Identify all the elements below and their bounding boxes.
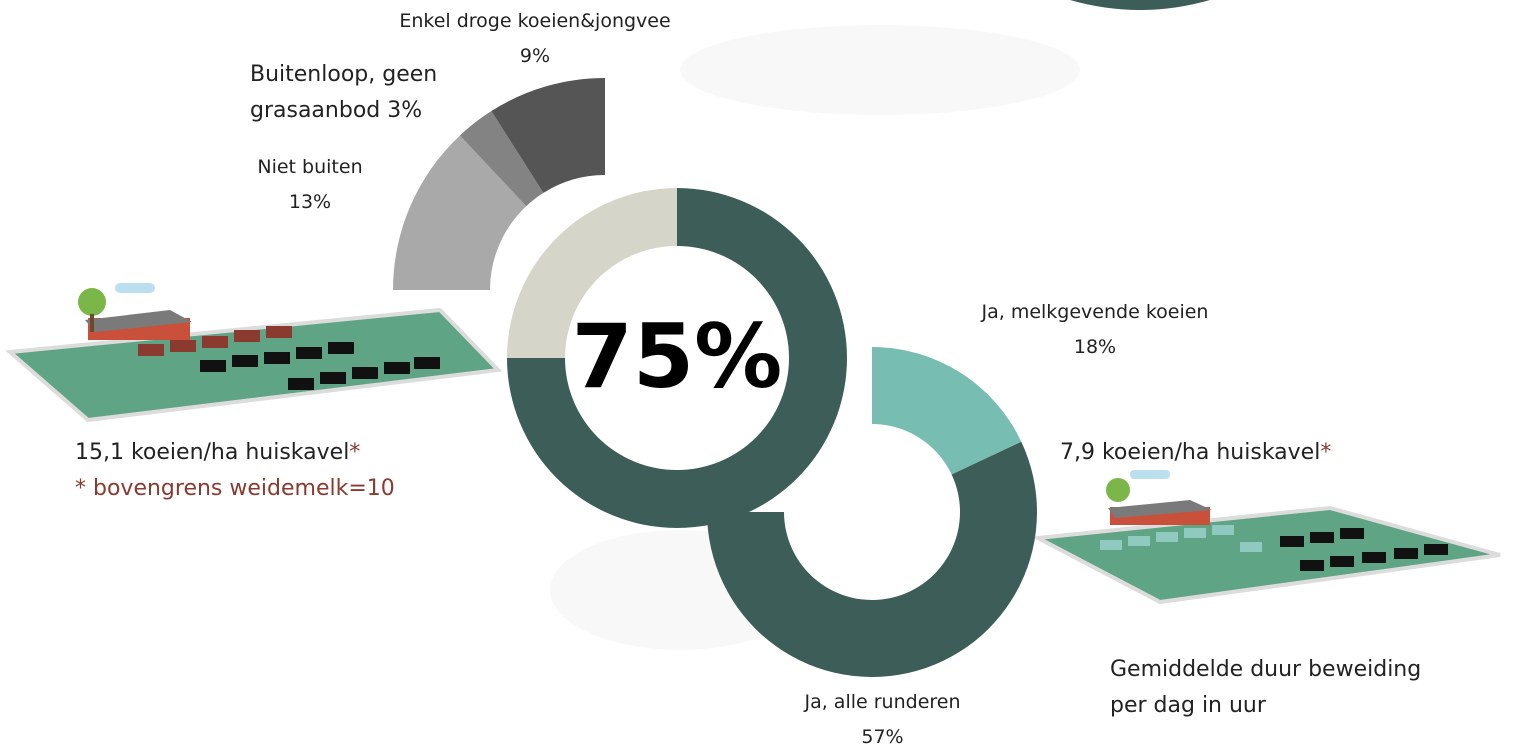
footnote: * bovengrens weidemelk=10 bbox=[75, 476, 395, 501]
value-label: 18% bbox=[1073, 336, 1117, 358]
center-label: 75% bbox=[571, 305, 783, 408]
duration-note: Gemiddelde duur beweiding per dag in uur bbox=[1110, 652, 1421, 724]
category-label: Ja, alle runderen bbox=[804, 691, 961, 713]
value-label: 3% bbox=[387, 98, 423, 123]
value-label: 9% bbox=[519, 45, 551, 67]
decor-shape bbox=[1070, 0, 1210, 10]
asterisk: * bbox=[349, 440, 361, 465]
segment-label: Enkel droge koeien&jongvee 9% bbox=[380, 4, 690, 74]
left-field-illustration bbox=[5, 283, 503, 423]
right-note: 7,9 koeien/ha huiskavel* bbox=[1060, 435, 1331, 471]
segment-label: Ja, melkgevende koeien 18% bbox=[960, 295, 1230, 365]
note-line: Gemiddelde duur beweiding bbox=[1110, 657, 1422, 682]
category-label: Buitenloop, geen grasaanbod bbox=[250, 62, 438, 123]
note-text: 7,9 koeien/ha huiskavel bbox=[1060, 440, 1321, 465]
segment-label: Ja, alle runderen 57% bbox=[780, 685, 985, 748]
donut-segment bbox=[459, 111, 544, 207]
value-label: 57% bbox=[861, 726, 904, 748]
donut-segment bbox=[393, 135, 527, 290]
donut-segment bbox=[507, 188, 847, 528]
donut-segment bbox=[706, 441, 1037, 677]
category-label: Niet buiten bbox=[257, 156, 363, 178]
segment-label: Niet buiten 13% bbox=[210, 150, 410, 220]
donut-segment bbox=[507, 188, 677, 358]
value-label: 13% bbox=[288, 191, 332, 213]
note-line: per dag in uur bbox=[1110, 693, 1266, 718]
segment-label: Buitenloop, geen grasaanbod 3% bbox=[250, 57, 460, 129]
left-note: 15,1 koeien/ha huiskavel* * bovengrens we… bbox=[75, 435, 395, 507]
note-text: 15,1 koeien/ha huiskavel bbox=[75, 440, 350, 465]
donut-segment bbox=[491, 78, 605, 193]
category-label: Ja, melkgevende koeien bbox=[981, 301, 1209, 323]
asterisk: * bbox=[1320, 440, 1332, 465]
right-field-illustration bbox=[1031, 470, 1501, 605]
donut-segment bbox=[872, 347, 1022, 475]
background-shape bbox=[680, 25, 1080, 115]
category-label: Enkel droge koeien&jongvee bbox=[399, 10, 671, 32]
